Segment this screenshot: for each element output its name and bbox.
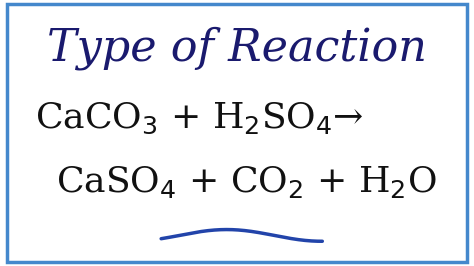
Text: CaCO$_3$ + H$_2$SO$_4$→: CaCO$_3$ + H$_2$SO$_4$→ bbox=[35, 101, 364, 136]
Text: CaSO$_4$ + CO$_2$ + H$_2$O: CaSO$_4$ + CO$_2$ + H$_2$O bbox=[56, 164, 437, 200]
Text: Type of Reaction: Type of Reaction bbox=[47, 26, 427, 70]
FancyBboxPatch shape bbox=[7, 4, 467, 262]
